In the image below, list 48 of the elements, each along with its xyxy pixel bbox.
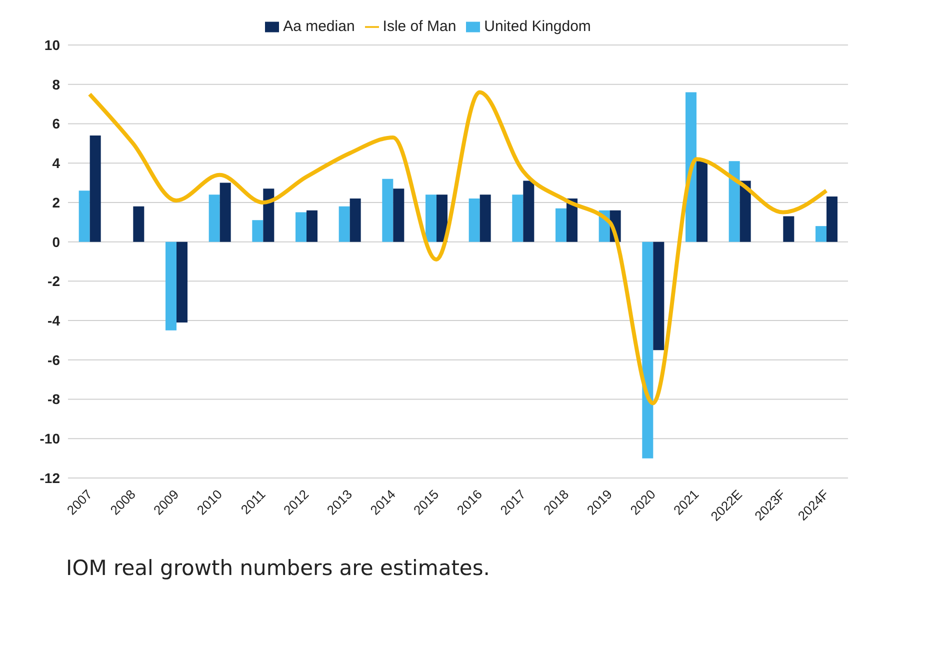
y-tick-label: 8 (52, 76, 60, 92)
bar (338, 206, 350, 242)
bar (740, 180, 751, 242)
bar (426, 194, 436, 242)
y-tick-label: -2 (48, 273, 60, 290)
bar (436, 194, 448, 242)
line-series (88, 90, 828, 406)
y-tick-label: -6 (48, 352, 60, 368)
bar (263, 188, 274, 242)
y-tick-label: -10 (40, 430, 60, 447)
bar (90, 136, 101, 242)
y-tick-label: 4 (52, 155, 60, 172)
bar (296, 212, 306, 242)
legend-label: Isle of Man (382, 18, 456, 35)
bar (133, 206, 144, 242)
bar (523, 180, 534, 242)
bar (556, 208, 566, 242)
bar (512, 194, 524, 242)
y-tick-label: -12 (40, 470, 60, 486)
y-tick-label: -8 (48, 391, 60, 408)
bar (78, 190, 90, 242)
bar (826, 196, 838, 242)
bar (686, 92, 696, 242)
bar (166, 242, 176, 330)
bar (306, 210, 318, 242)
bar (220, 182, 231, 242)
y-tick-label: 6 (52, 116, 60, 132)
legend-label: United Kingdom (484, 18, 591, 35)
y-tick-label: 0 (52, 234, 60, 250)
bar (176, 242, 188, 323)
bar (783, 216, 794, 242)
bar (653, 242, 664, 350)
y-tick-label: -4 (48, 312, 60, 329)
bar (208, 194, 220, 242)
bar (480, 194, 491, 242)
bar (816, 226, 826, 242)
bar (393, 188, 404, 242)
y-tick-label: 2 (52, 194, 60, 210)
bar (468, 198, 480, 242)
text: IOM real growth numbers are estimates. (66, 556, 491, 580)
legend-label: Aa median (283, 18, 355, 35)
y-tick-label: 10 (44, 36, 60, 53)
bar (728, 161, 740, 242)
bar (252, 220, 264, 242)
bar (696, 161, 708, 242)
bar (642, 242, 654, 458)
bar (382, 178, 394, 242)
bar (350, 198, 361, 242)
